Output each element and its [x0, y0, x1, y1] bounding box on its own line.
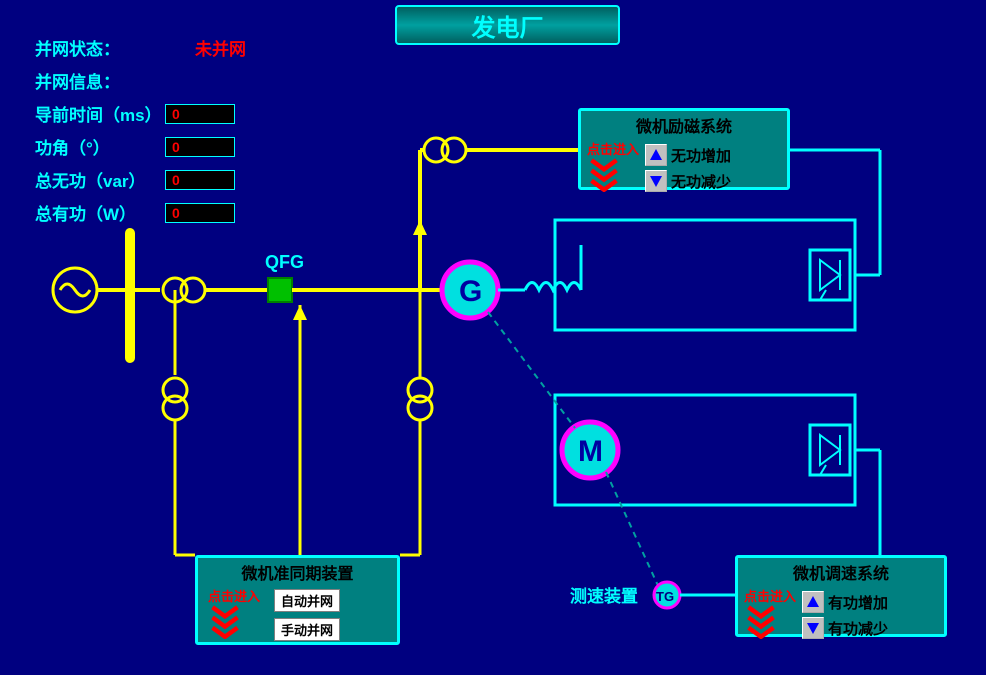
- tg-label: TG: [656, 589, 674, 604]
- arrow-up-icon: [413, 220, 427, 235]
- qfg-switch[interactable]: [268, 278, 292, 302]
- chevrons-down-icon[interactable]: [208, 605, 242, 639]
- active-inc-label: 有功增加: [828, 592, 888, 613]
- sine-icon: [60, 284, 90, 296]
- inductor-icon: [525, 283, 581, 291]
- thyristor-lower-icon: [810, 425, 850, 475]
- sync-panel-title: 微机准同期装置: [198, 558, 397, 584]
- reactive-inc-label: 无功增加: [671, 145, 731, 166]
- excitation-panel-title: 微机励磁系统: [581, 111, 787, 137]
- generator-label: G: [459, 275, 482, 308]
- manual-sync-button[interactable]: 手动并网: [274, 618, 340, 641]
- busbar: [125, 228, 135, 363]
- active-increase-button[interactable]: [802, 591, 824, 613]
- chevrons-down-icon[interactable]: [744, 605, 778, 639]
- transformer-secondary-icon: [181, 278, 205, 302]
- thyristor-upper-icon: [810, 250, 850, 300]
- auto-sync-button[interactable]: 自动并网: [274, 589, 340, 612]
- speed-panel: 微机调速系统 点击进入 有功增加 有功减少: [735, 555, 947, 637]
- reactive-decrease-button[interactable]: [645, 170, 667, 192]
- arrow-up-icon: [293, 305, 307, 320]
- active-decrease-button[interactable]: [802, 617, 824, 639]
- sync-panel: 微机准同期装置 点击进入 自动并网 手动并网: [195, 555, 400, 645]
- reactive-increase-button[interactable]: [645, 144, 667, 166]
- motor-label: M: [578, 435, 603, 468]
- excitation-panel: 微机励磁系统 点击进入 无功增加 无功减少: [578, 108, 790, 190]
- sync-click-enter[interactable]: 点击进入: [208, 586, 260, 605]
- active-dec-label: 有功减少: [828, 618, 888, 639]
- chevrons-down-icon[interactable]: [587, 158, 621, 192]
- speed-panel-title: 微机调速系统: [738, 558, 944, 584]
- speed-click-enter[interactable]: 点击进入: [744, 586, 796, 605]
- speed-device-label: 测速装置: [570, 586, 638, 606]
- excitation-click-enter[interactable]: 点击进入: [587, 139, 639, 158]
- reactive-dec-label: 无功减少: [671, 171, 731, 192]
- qfg-label: QFG: [265, 252, 304, 272]
